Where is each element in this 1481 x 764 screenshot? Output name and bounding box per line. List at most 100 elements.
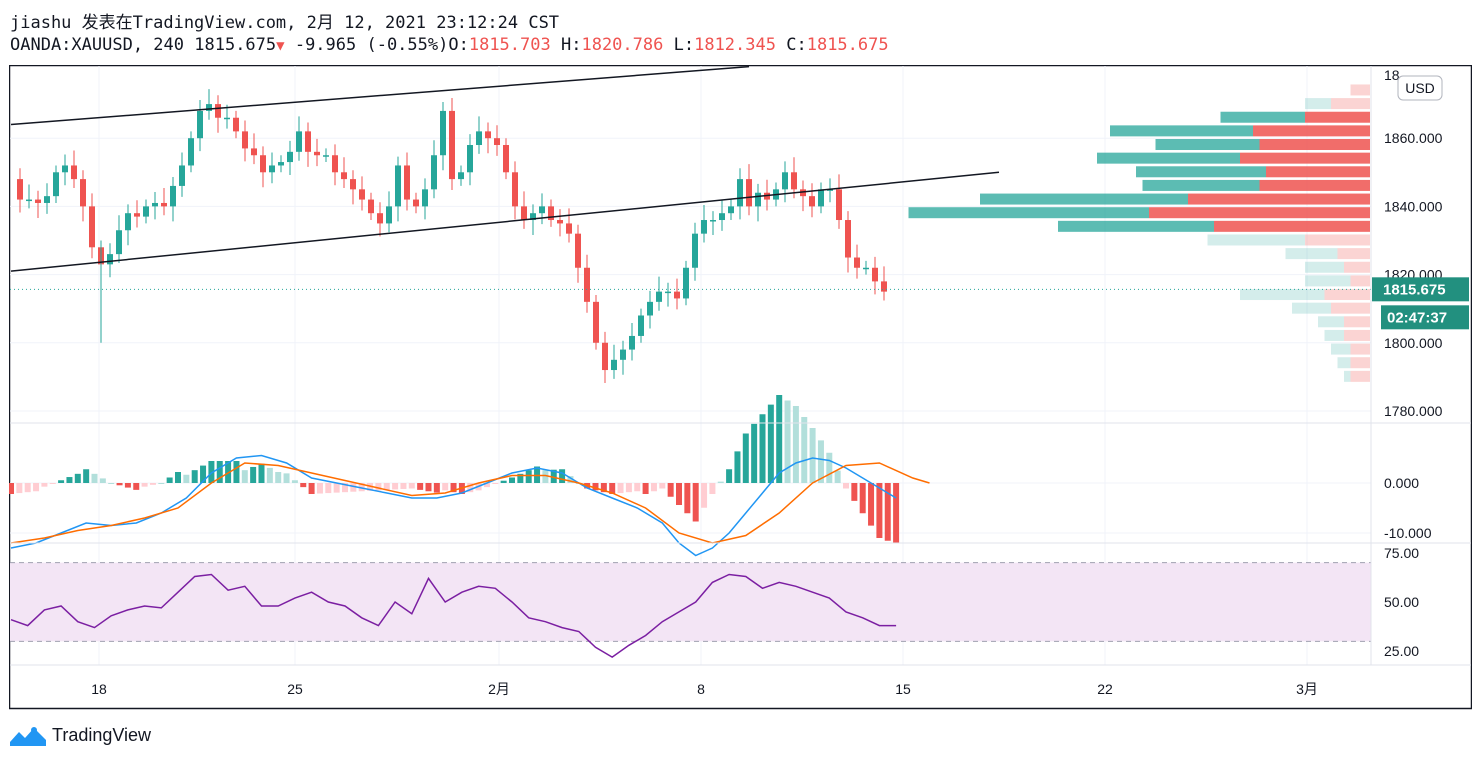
macd-histogram-bar <box>717 481 724 483</box>
volume-profile-up-bar <box>908 207 1149 219</box>
candle-down <box>557 220 563 224</box>
candle-down <box>575 233 581 268</box>
candle-down <box>503 145 509 173</box>
macd-histogram-bar <box>283 473 290 483</box>
macd-histogram-bar <box>650 483 657 492</box>
x-tick-label: 18 <box>91 681 107 697</box>
candle-down <box>584 267 590 302</box>
candle-down <box>548 206 554 221</box>
volume-profile-up-bar <box>1305 275 1351 287</box>
chart-attribution: jiashu 发表在TradingView.com, 2月 12, 2021 2… <box>10 8 559 33</box>
macd-histogram-bar <box>642 483 649 494</box>
macd-histogram-bar <box>467 483 474 493</box>
y-tick-label: 25.00 <box>1384 643 1419 659</box>
macd-histogram-bar <box>58 480 65 483</box>
candle-up <box>638 315 644 336</box>
volume-profile-up-bar <box>1292 302 1331 314</box>
volume-profile-down-bar <box>1344 261 1370 273</box>
macd-histogram-bar <box>392 483 399 490</box>
macd-histogram-bar <box>208 461 215 483</box>
macd-histogram-bar <box>175 472 181 483</box>
x-tick-label: 2月 <box>488 681 510 697</box>
currency-label: USD <box>1405 80 1435 96</box>
candle-up <box>125 213 131 231</box>
macd-histogram-bar <box>342 483 348 493</box>
candle-down <box>161 202 167 207</box>
candle-up <box>152 202 158 207</box>
macd-histogram-bar <box>792 406 799 483</box>
volume-profile-down-bar <box>1305 234 1370 246</box>
macd-histogram-bar <box>734 451 741 483</box>
candle-up <box>683 267 689 299</box>
axes: 18 25 2月 8 15 22 3月1860.0001840.0001820.000180… <box>10 66 1471 697</box>
candle-up <box>296 131 302 152</box>
macd-histogram-bar <box>801 417 808 483</box>
volume-profile-up-bar <box>1220 111 1305 123</box>
macd-histogram-bar <box>709 483 716 494</box>
macd-histogram-bar <box>9 483 14 494</box>
candle-up <box>719 213 725 221</box>
y-tick-label: 1840.000 <box>1384 198 1443 214</box>
footer: TradingView <box>10 724 151 746</box>
macd-histogram-bar <box>241 470 248 483</box>
volume-profile-down-bar <box>1344 316 1370 328</box>
volume-profile-up-bar <box>1285 248 1338 260</box>
rsi-pane[interactable] <box>10 562 1371 658</box>
candle-down <box>251 148 257 156</box>
macd-histogram-bar <box>408 483 415 489</box>
candle-down <box>35 199 41 203</box>
macd-histogram-bar <box>868 483 875 526</box>
macd-pane[interactable] <box>9 395 930 557</box>
macd-histogram-bar <box>617 483 624 494</box>
macd-histogram-bar <box>258 463 265 483</box>
volume-profile-up-bar <box>1337 357 1351 369</box>
macd-histogram-bar <box>225 461 232 483</box>
candle-down <box>260 155 266 173</box>
macd-histogram-bar <box>333 483 340 493</box>
volume-profile-down-bar <box>1149 207 1370 219</box>
volume-profile-up-bar <box>1142 179 1260 191</box>
candle-up <box>386 206 392 224</box>
symbol-label[interactable]: OANDA:XAUUSD, 240 <box>10 35 184 55</box>
candle-down <box>809 196 815 207</box>
candle-down <box>485 131 491 139</box>
volume-profile-down-bar <box>1350 343 1370 355</box>
volume-profile-down-bar <box>1253 125 1370 137</box>
macd-histogram-bar <box>275 472 282 483</box>
candle-up <box>107 254 113 265</box>
y-tick-label: 0.000 <box>1384 475 1419 491</box>
macd-histogram-bar <box>16 483 23 494</box>
macd-histogram-bar <box>784 400 791 483</box>
volume-profile-up-bar <box>1344 370 1351 382</box>
macd-histogram-bar <box>133 483 140 490</box>
volume-profile-up-bar <box>1305 98 1331 110</box>
macd-histogram-bar <box>817 440 824 483</box>
macd-histogram-bar <box>141 483 148 487</box>
macd-histogram-bar <box>483 483 490 488</box>
brand-name: TradingView <box>52 724 152 745</box>
macd-histogram-bar <box>684 483 691 514</box>
volume-profile-up-bar <box>1136 166 1266 178</box>
volume-profile-down-bar <box>1259 179 1370 191</box>
candle-down <box>494 138 500 146</box>
candle-up <box>143 206 149 217</box>
low-value: 1812.345 <box>694 35 776 55</box>
x-tick-label: 3月 <box>1296 681 1318 697</box>
candle-up <box>467 145 473 173</box>
macd-histogram-bar <box>851 483 858 501</box>
macd-histogram-bar <box>893 483 900 544</box>
macd-histogram-bar <box>41 483 48 487</box>
candle-up <box>827 189 833 191</box>
macd-histogram-bar <box>759 414 766 483</box>
macd-histogram-bar <box>91 473 98 483</box>
price-pane[interactable] <box>10 65 1371 383</box>
volume-profile-down-bar <box>1305 111 1370 123</box>
candle-down <box>521 206 527 221</box>
volume-profile-up-bar <box>1331 343 1351 355</box>
last-price-badge <box>1372 277 1469 302</box>
y-tick-label: -10.000 <box>1384 525 1432 541</box>
macd-histogram-bar <box>776 395 783 483</box>
chart-canvas[interactable]: 18 25 2月 8 15 22 3月1860.0001840.0001820.000180… <box>9 65 1472 710</box>
volume-profile-down-bar <box>1331 302 1370 314</box>
candle-up <box>458 172 464 180</box>
